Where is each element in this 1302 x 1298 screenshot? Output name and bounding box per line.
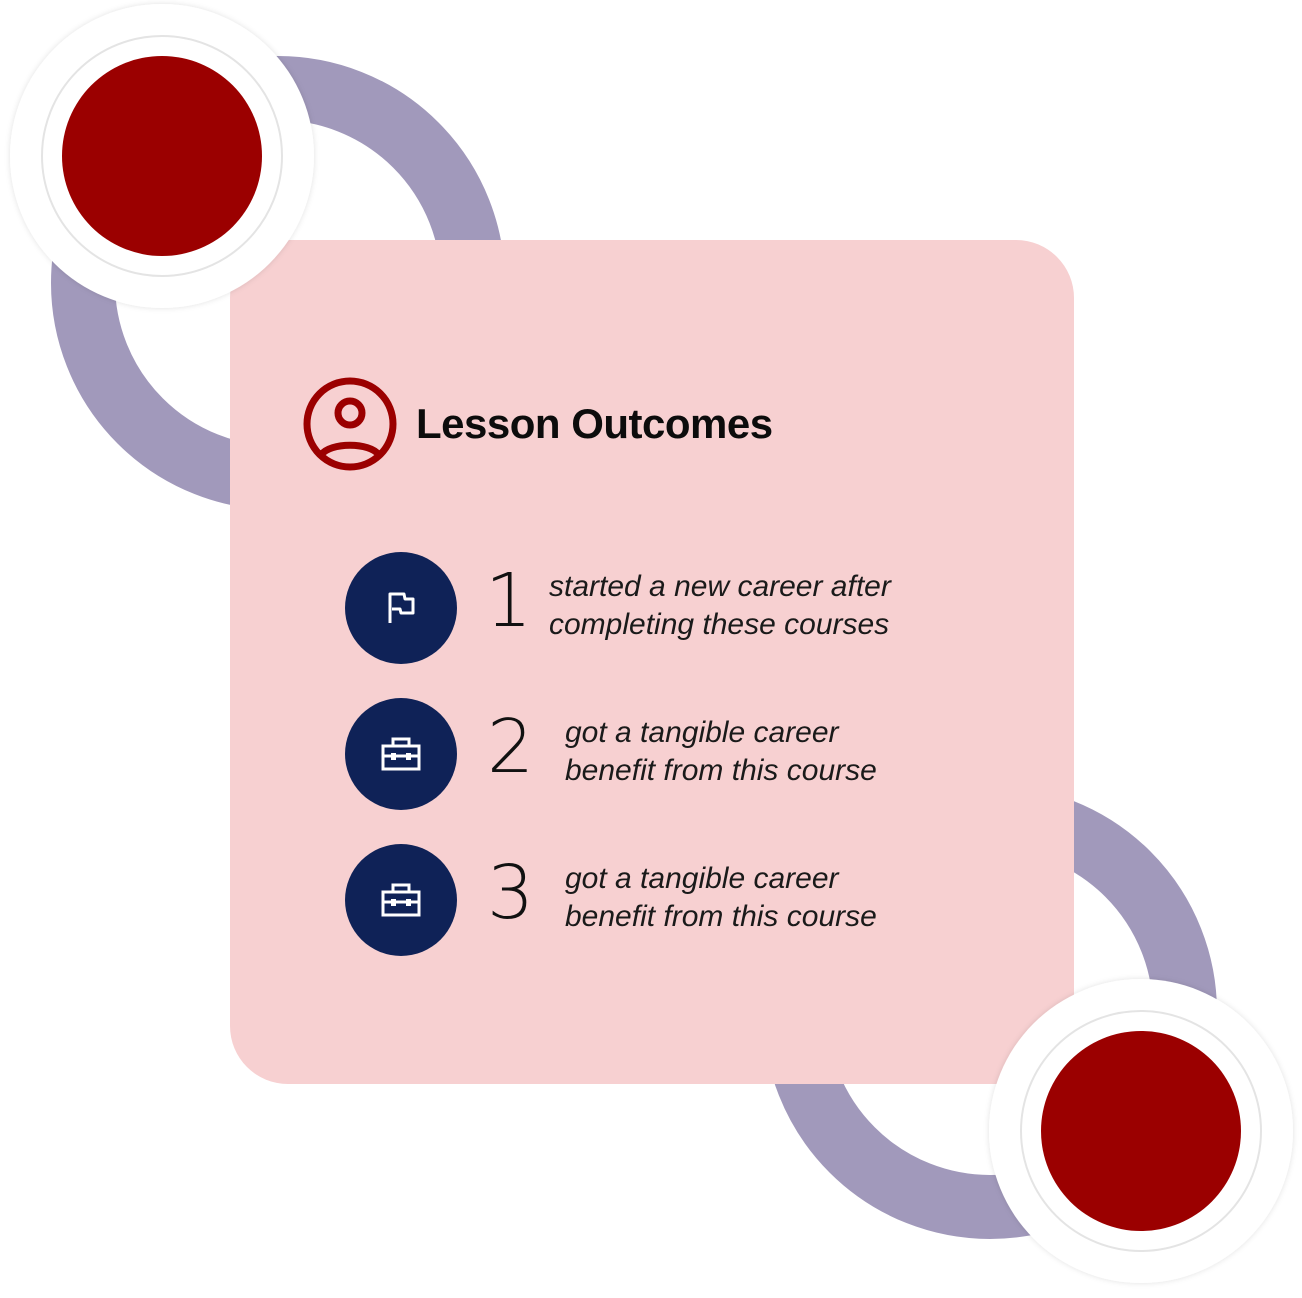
outcome-number: 3 <box>487 850 535 936</box>
briefcase-icon <box>381 883 421 917</box>
lesson-outcomes-card: Lesson Outcomes 1 started a new career a… <box>230 240 1074 1084</box>
outcome-badge <box>345 698 457 810</box>
card-title: Lesson Outcomes <box>416 400 773 447</box>
outcome-description: got a tangible career benefit from this … <box>565 862 877 933</box>
card-header: Lesson Outcomes <box>302 376 773 472</box>
user-circle-icon <box>303 377 397 471</box>
outcome-number: 2 <box>487 704 535 790</box>
outcome-description: started a new career after completing th… <box>549 570 891 641</box>
outcome-number: 1 <box>485 558 533 644</box>
red-dot-bottom-right <box>989 979 1293 1283</box>
outcome-badge <box>345 552 457 664</box>
briefcase-icon <box>381 737 421 771</box>
red-dot-top-left <box>10 4 314 308</box>
outcome-badge <box>345 844 457 956</box>
outcome-description: got a tangible career benefit from this … <box>565 716 877 787</box>
flag-icon <box>388 592 415 623</box>
